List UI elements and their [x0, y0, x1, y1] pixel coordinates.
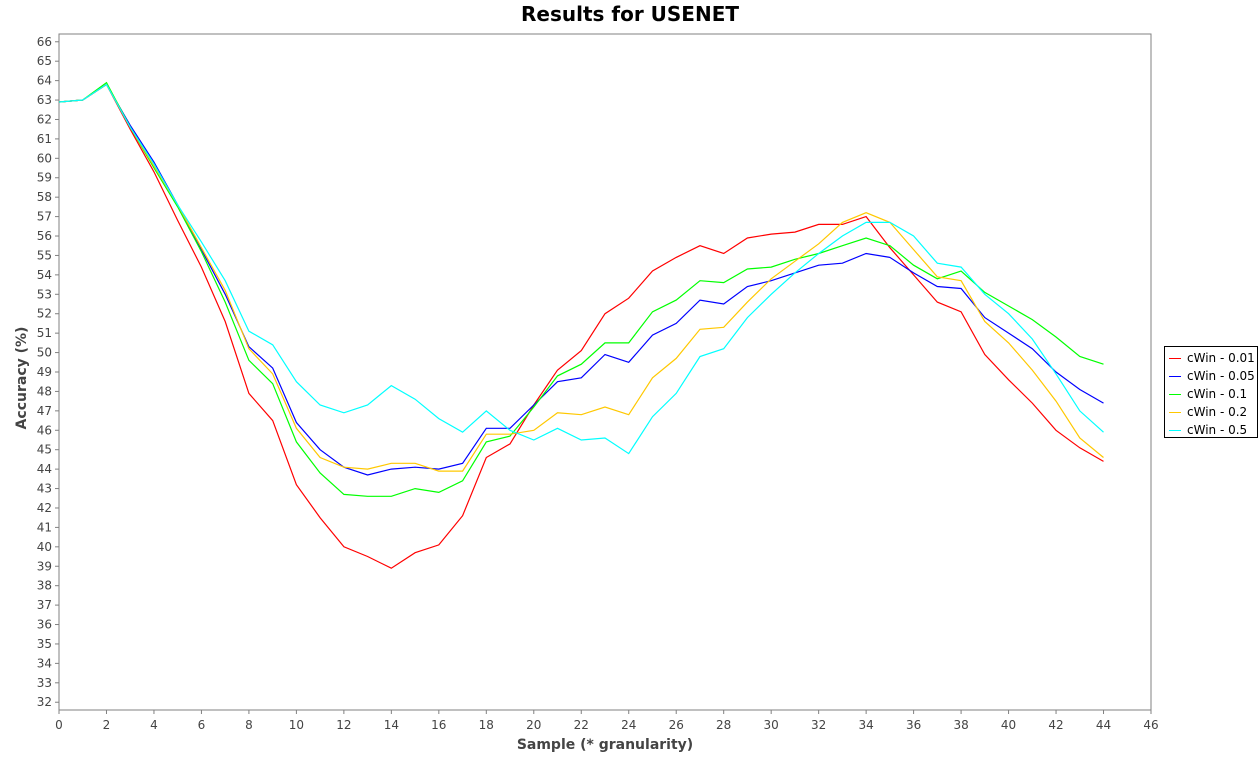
x-tick-label: 40	[1001, 718, 1016, 732]
y-tick-label: 57	[37, 210, 52, 224]
y-tick-label: 35	[37, 637, 52, 651]
y-axis-ticks: 32 33 34 35 36 37 38 39 40 41 42 43 44 45 46 47 48 49 50 51…	[37, 35, 59, 709]
x-tick-label: 8	[245, 718, 253, 732]
series-line-2	[58, 83, 1104, 476]
y-tick-label: 45	[37, 443, 52, 457]
y-tick-label: 47	[37, 404, 52, 418]
series-line-4	[58, 83, 1104, 472]
y-tick-label: 41	[37, 520, 52, 534]
x-axis-ticks: 0 2 4 6 8 10 12 14 16 18 20 22 24 26 28 30 32 34 36 38 40 42 4…	[55, 710, 1159, 732]
x-tick-label: 28	[716, 718, 731, 732]
x-tick-label: 12	[336, 718, 351, 732]
y-tick-label: 37	[37, 598, 52, 612]
x-tick-label: 0	[55, 718, 63, 732]
y-tick-label: 66	[37, 35, 52, 49]
series-line-5	[58, 83, 1104, 455]
legend-item: cWin - 0.1	[1169, 385, 1257, 403]
legend-label: cWin - 0.5	[1187, 423, 1248, 437]
x-tick-label: 6	[198, 718, 206, 732]
x-tick-label: 18	[479, 718, 494, 732]
y-tick-label: 64	[37, 74, 52, 88]
x-axis-label: Sample (* granularity)	[517, 737, 693, 753]
legend-item: cWin - 0.2	[1169, 403, 1257, 421]
x-tick-label: 22	[574, 718, 589, 732]
y-tick-label: 65	[37, 54, 52, 68]
y-tick-label: 59	[37, 171, 52, 185]
legend-label: cWin - 0.2	[1187, 405, 1248, 419]
x-tick-label: 16	[431, 718, 446, 732]
y-tick-label: 52	[37, 307, 52, 321]
y-axis-label: Accuracy (%)	[14, 327, 30, 430]
x-tick-label: 44	[1096, 718, 1111, 732]
y-tick-label: 56	[37, 229, 52, 243]
series-lines	[58, 81, 1104, 569]
x-tick-label: 34	[858, 718, 873, 732]
y-tick-label: 60	[37, 151, 52, 165]
chart-title: Results for USENET	[520, 2, 739, 26]
plot-area	[58, 33, 1152, 711]
x-tick-label: 38	[953, 718, 968, 732]
y-tick-label: 55	[37, 248, 52, 262]
y-tick-label: 32	[37, 695, 52, 709]
x-tick-label: 10	[289, 718, 304, 732]
legend-swatch	[1169, 375, 1181, 377]
x-tick-label: 36	[906, 718, 921, 732]
y-tick-label: 44	[37, 462, 52, 476]
series-line-1	[58, 83, 1104, 569]
y-tick-label: 42	[37, 501, 52, 515]
legend-label: cWin - 0.1	[1187, 387, 1248, 401]
y-tick-label: 54	[37, 268, 52, 282]
y-tick-label: 49	[37, 365, 52, 379]
y-tick-label: 46	[37, 423, 52, 437]
legend-item: cWin - 0.01	[1169, 349, 1257, 367]
x-tick-label: 42	[1048, 718, 1063, 732]
y-tick-label: 63	[37, 93, 52, 107]
legend-label: cWin - 0.01	[1187, 351, 1255, 365]
x-tick-label: 14	[384, 718, 399, 732]
y-tick-label: 40	[37, 540, 52, 554]
legend-swatch	[1169, 429, 1181, 431]
y-tick-label: 62	[37, 112, 52, 126]
legend: cWin - 0.01 cWin - 0.05 cWin - 0.1 cWin - 0…	[1164, 346, 1258, 438]
series-line-3	[58, 81, 1104, 497]
legend-swatch	[1169, 411, 1181, 413]
y-tick-label: 33	[37, 676, 52, 690]
x-tick-label: 20	[526, 718, 541, 732]
x-tick-label: 2	[103, 718, 111, 732]
y-tick-label: 50	[37, 346, 52, 360]
legend-swatch	[1169, 393, 1181, 395]
y-tick-label: 43	[37, 482, 52, 496]
legend-swatch	[1169, 357, 1181, 359]
y-tick-label: 38	[37, 579, 52, 593]
legend-item: cWin - 0.05	[1169, 367, 1257, 385]
x-tick-label: 26	[669, 718, 684, 732]
y-tick-label: 48	[37, 384, 52, 398]
y-tick-label: 39	[37, 559, 52, 573]
legend-item: cWin - 0.5	[1169, 421, 1257, 439]
x-tick-label: 32	[811, 718, 826, 732]
y-tick-label: 53	[37, 287, 52, 301]
x-tick-label: 24	[621, 718, 636, 732]
y-tick-label: 36	[37, 618, 52, 632]
x-tick-label: 4	[150, 718, 158, 732]
y-tick-label: 34	[37, 656, 52, 670]
x-tick-label: 46	[1143, 718, 1158, 732]
legend-label: cWin - 0.05	[1187, 369, 1255, 383]
x-tick-label: 30	[764, 718, 779, 732]
y-tick-label: 51	[37, 326, 52, 340]
y-tick-label: 61	[37, 132, 52, 146]
y-tick-label: 58	[37, 190, 52, 204]
